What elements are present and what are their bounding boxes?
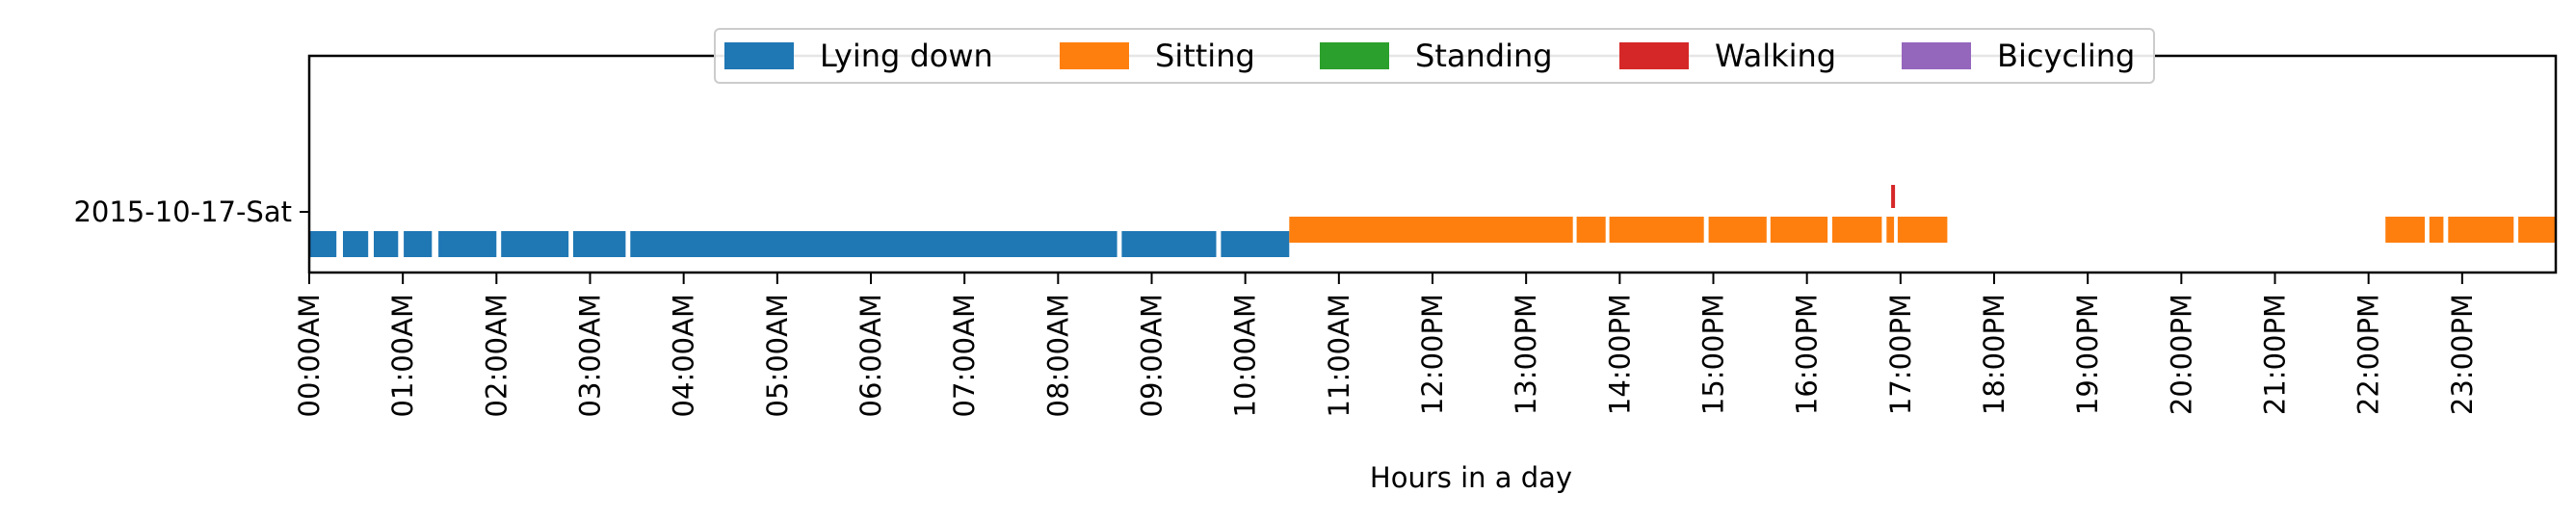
x-tick-label-17: 17:00PM [1884,294,1917,415]
x-tick-label-9: 09:00AM [1136,294,1169,417]
sitting-segment-7 [1897,217,1948,243]
sitting-segment-9 [2429,217,2444,243]
x-tick-label-2: 02:00AM [480,294,513,417]
lying-down-segment-7 [630,231,1117,257]
x-tick-label-3: 03:00AM [574,294,607,417]
lying-down-segment-4 [438,231,497,257]
lying-down-segment-1 [343,231,369,257]
sitting-segment-6 [1886,217,1895,243]
x-tick-label-11: 11:00AM [1323,294,1355,417]
x-tick-label-4: 04:00AM [668,294,700,417]
sitting-segment-3 [1708,217,1767,243]
lying-down-segment-8 [1121,231,1217,257]
legend-label-standing: Standing [1415,38,1553,74]
x-tick-label-0: 00:00AM [293,294,326,417]
lying-down-segment-5 [501,231,569,257]
data-marks [309,185,2555,257]
x-tick-label-6: 06:00AM [854,294,887,417]
lying-down-segment-3 [404,231,433,257]
x-tick-label-5: 05:00AM [761,294,794,417]
legend: Lying down Sitting Standing Walking Bicyclin… [714,28,2155,84]
sitting-segment-8 [2385,217,2425,243]
x-tick-label-14: 14:00PM [1603,294,1636,415]
legend-swatch-standing [1320,42,1389,69]
legend-label-walking: Walking [1715,38,1836,74]
sitting-segment-5 [1831,217,1882,243]
x-tick-label-16: 16:00PM [1791,294,1824,415]
walking-mark-0 [1891,185,1896,208]
legend-swatch-walking [1619,42,1689,69]
y-tick-label: 2015-10-17-Sat [73,195,292,228]
sitting-segment-0 [1289,217,1573,243]
x-tick-label-22: 22:00PM [2353,294,2385,415]
x-tick-label-15: 15:00PM [1697,294,1730,415]
x-tick-label-21: 21:00PM [2259,294,2292,415]
legend-label-bicycling: Bicycling [1997,38,2135,74]
axes: 2015-10-17-Sat 00:00AM 01:00AM 02:00AM 03:00… [73,54,2558,494]
lying-down-segment-6 [573,231,626,257]
lying-down-segment-2 [374,231,399,257]
lying-down-segment-9 [1221,231,1290,257]
x-tick-label-10: 10:00AM [1229,294,1262,417]
x-tick-label-23: 23:00PM [2446,294,2479,415]
x-tick-label-18: 18:00PM [1978,294,2011,415]
sitting-segment-1 [1576,217,1606,243]
x-tick-label-8: 08:00AM [1041,294,1074,417]
x-tick-label-1: 01:00AM [386,294,419,417]
sitting-segment-4 [1770,217,1828,243]
sitting-segment-2 [1609,217,1704,243]
sitting-segment-10 [2448,217,2514,243]
lying-down-segment-0 [309,231,337,257]
x-tick-label-7: 07:00AM [948,294,981,417]
legend-swatch-lying-down [724,42,794,69]
legend-label-lying-down: Lying down [820,38,993,74]
x-axis-title: Hours in a day [1370,461,1572,494]
sitting-segment-11 [2518,217,2555,243]
legend-label-sitting: Sitting [1155,38,1255,74]
legend-swatch-sitting [1060,42,1129,69]
x-tick-label-19: 19:00PM [2071,294,2104,415]
x-tick-label-12: 12:00PM [1416,294,1449,415]
x-tick-label-20: 20:00PM [2165,294,2197,415]
x-tick-label-13: 13:00PM [1510,294,1542,415]
legend-swatch-bicycling [1902,42,1971,69]
